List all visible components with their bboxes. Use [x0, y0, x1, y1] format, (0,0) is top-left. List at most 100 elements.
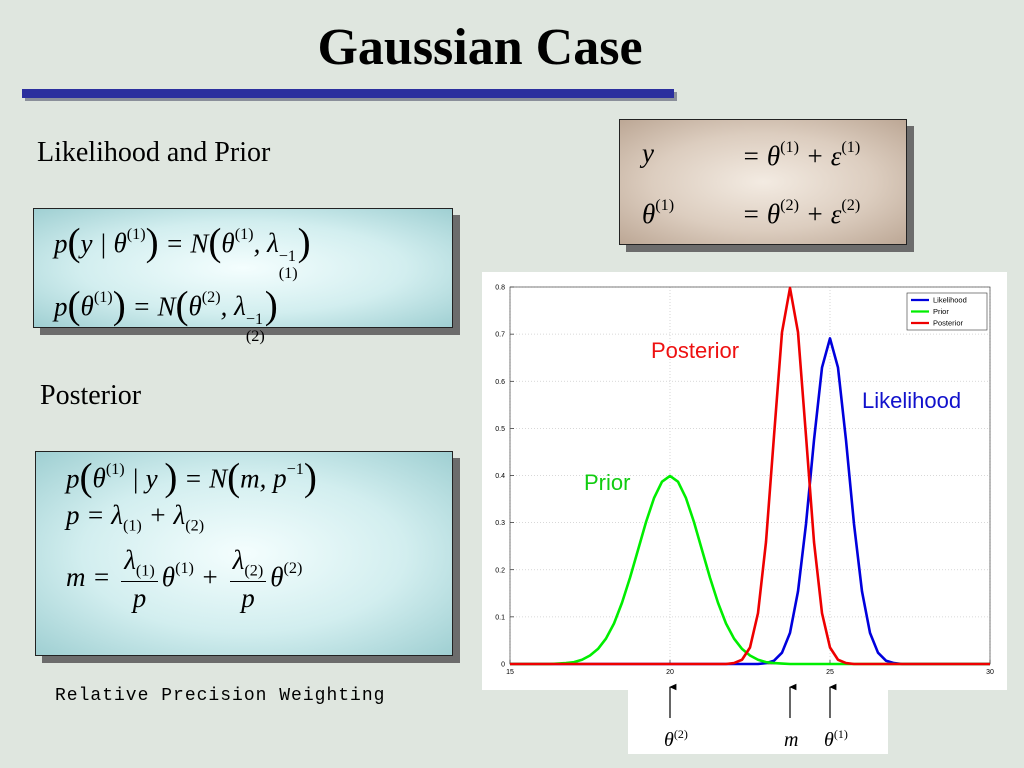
math-text: +	[193, 562, 226, 592]
symbol-base: θ	[92, 463, 106, 494]
symbol-base: p	[273, 463, 287, 494]
math-symbol: λ(1)	[111, 500, 142, 534]
symbol-base: θ	[80, 291, 94, 322]
section-heading: Likelihood and Prior	[37, 137, 271, 168]
symbol-base: θ	[642, 198, 656, 229]
chart: 0 0.1 0.2 0.3 0.4 0.5 0.6 0.7 0.8 15 20 25 30 Likelih…	[482, 272, 1007, 754]
numerator: λ(1)	[121, 544, 158, 582]
marker-symbol: θ	[824, 729, 834, 751]
y-tick-label: 0	[501, 662, 505, 669]
math-text: = N	[125, 291, 176, 322]
symbol-base: λ	[234, 291, 246, 322]
title-underline	[22, 89, 674, 98]
y-tick-label: 0.1	[495, 614, 505, 621]
math-symbol: θ(1)	[767, 138, 799, 171]
section-heading: Posterior	[40, 380, 142, 411]
math-text: )	[264, 284, 278, 328]
model-box: y = θ(1) + ε(1) θ(1) = θ(2) + ε(2)	[619, 119, 907, 245]
math-text: | y	[124, 463, 165, 494]
subscript: (2)	[185, 516, 205, 535]
math-symbol: θ(2)	[767, 196, 799, 229]
superscript: (1)	[175, 559, 194, 578]
symbol-base: λ	[111, 500, 123, 531]
equation-lhs: y	[642, 138, 720, 186]
x-tick-label: 15	[506, 669, 514, 676]
equation-rhs: = θ(2) + ε(2)	[742, 196, 906, 244]
fraction: λ(1) p	[121, 544, 158, 615]
y-tick-label: 0.4	[495, 473, 505, 480]
y-tick-label: 0.7	[495, 332, 505, 339]
math-text: = N	[158, 228, 209, 259]
math-text: m,	[240, 463, 274, 494]
math-symbol: θ(1)	[161, 559, 194, 592]
math-symbol: θ(1)	[113, 225, 145, 258]
symbol-base: θ	[188, 291, 202, 322]
fraction: λ(2) p	[229, 544, 267, 616]
math-text: (	[208, 221, 222, 264]
superscript: (1)	[841, 138, 861, 156]
y-tick-label: 0.2	[495, 567, 505, 574]
subscript: (2)	[245, 327, 265, 346]
equation: p(y | θ(1)) = N(θ(1), λ −1 (1))	[54, 223, 452, 282]
math-text: )	[303, 456, 317, 499]
math-symbol: λ(1)	[124, 545, 155, 579]
symbol-base: θ	[161, 562, 176, 592]
subscript: (1)	[135, 561, 155, 580]
superscript: (2)	[201, 288, 221, 307]
math-symbol: λ(2)	[173, 500, 205, 534]
equation-lhs: θ(1)	[642, 196, 720, 244]
marker-panel	[628, 690, 888, 754]
math-symbol: ε(2)	[830, 196, 861, 229]
superscript: (2)	[283, 559, 303, 578]
math-text: m =	[66, 562, 118, 592]
math-symbol: ε(1)	[830, 138, 861, 171]
math-text: (	[67, 221, 81, 264]
symbol-base: θ	[221, 228, 235, 259]
math-text: )	[164, 456, 178, 499]
equation-rhs: = θ(1) + ε(1)	[742, 138, 906, 186]
math-text: p	[241, 582, 255, 613]
superscript: (1)	[93, 288, 113, 307]
annotation: Prior	[584, 470, 630, 495]
superscript: (1)	[234, 225, 254, 244]
math-text: p	[54, 228, 68, 259]
math-text: ,	[253, 228, 268, 259]
superscript: (1)	[780, 138, 799, 156]
symbol-base: λ	[173, 500, 186, 531]
series-line	[510, 286, 990, 666]
math-text: )	[297, 221, 311, 264]
superscript: (2)	[841, 196, 861, 214]
symbol-base: ε	[830, 198, 842, 229]
math-text: (	[67, 284, 81, 328]
equation: p(θ(1)) = N(θ(2), λ −1 (2))	[54, 286, 452, 345]
marker-label: θ(2)	[664, 727, 688, 751]
script-stack: −1 (1)	[279, 248, 298, 282]
subscript: (1)	[122, 516, 142, 535]
y-tick-label: 0.6	[495, 379, 505, 386]
legend-label: Prior	[933, 307, 949, 316]
marker-symbol: θ	[664, 729, 674, 751]
math-text: (	[227, 456, 241, 499]
math-symbol: θ(1)	[80, 288, 113, 322]
marker-superscript: (2)	[674, 727, 688, 741]
math-symbol: λ(2)	[233, 545, 264, 579]
math-text: =	[741, 140, 767, 171]
y-tick-label: 0.5	[495, 426, 505, 433]
equation: p(θ(1) | y ) = N(m, p−1)	[66, 458, 452, 497]
script-stack: −1 (2)	[246, 311, 265, 345]
subscript: (1)	[278, 264, 298, 283]
math-text: p	[54, 291, 68, 322]
subscript: (2)	[244, 561, 264, 580]
superscript: (2)	[780, 196, 799, 214]
symbol-base: λ	[124, 545, 136, 576]
y-tick-label: 0.3	[495, 520, 505, 527]
equation-box: p(θ(1) | y ) = N(m, p−1) p = λ(1) + λ(2) m…	[35, 451, 453, 656]
math-text: p	[66, 463, 80, 494]
denominator: p	[230, 582, 267, 616]
math-symbol: p−1	[273, 460, 304, 494]
marker-label: m	[784, 729, 798, 751]
superscript: (1)	[105, 460, 125, 479]
symbol-base: ε	[830, 140, 842, 171]
equation: m = λ(1) p θ(1) + λ(2) p θ(2)	[66, 544, 452, 615]
